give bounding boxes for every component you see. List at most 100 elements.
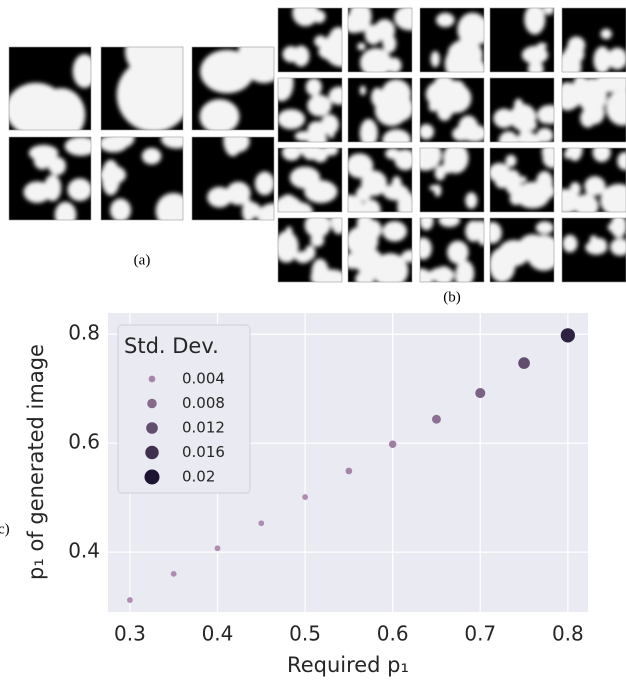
blob — [580, 108, 596, 128]
blob — [357, 269, 375, 282]
blobs — [562, 28, 626, 72]
blob — [428, 267, 455, 282]
blob — [278, 231, 299, 263]
point — [170, 570, 177, 577]
blob — [610, 238, 626, 256]
legend-marker — [146, 422, 158, 434]
blob — [617, 151, 626, 171]
blob — [429, 184, 439, 191]
x-tick-label: 0.8 — [552, 622, 584, 646]
blob — [458, 115, 479, 142]
blob — [72, 54, 91, 88]
panel-label: (b) — [443, 289, 461, 305]
blob — [455, 260, 475, 282]
image-tile — [278, 8, 342, 72]
tile-border — [489, 217, 555, 283]
tile-border — [489, 77, 555, 143]
tile-border — [561, 7, 626, 73]
blob — [585, 186, 596, 196]
blob — [493, 108, 515, 129]
image-tile — [420, 218, 484, 282]
blob — [160, 137, 183, 149]
image-tile — [348, 8, 412, 72]
blob — [564, 44, 585, 64]
blobs — [207, 137, 274, 220]
blobs — [493, 98, 554, 142]
tile-border — [8, 136, 92, 221]
tile-border — [561, 217, 626, 283]
blob — [33, 151, 51, 170]
blob — [505, 154, 517, 168]
blob — [465, 192, 478, 209]
tile-border — [419, 7, 485, 73]
blob — [436, 12, 455, 28]
point — [518, 357, 530, 369]
blob — [382, 221, 407, 242]
blob — [67, 178, 91, 202]
image-tile — [278, 218, 342, 282]
blob — [434, 78, 455, 93]
image-tile — [490, 78, 554, 142]
image-tile — [562, 78, 626, 142]
tile-border — [277, 217, 343, 283]
blob — [328, 128, 335, 139]
blob — [361, 199, 381, 212]
legend-marker — [145, 445, 159, 460]
tile-border — [277, 147, 343, 213]
blob — [401, 249, 412, 263]
blob — [101, 159, 121, 196]
blob — [242, 202, 261, 219]
image-tile — [278, 148, 342, 212]
blobs — [348, 218, 412, 282]
blob — [535, 221, 554, 235]
image-tile — [562, 8, 626, 72]
blobs — [420, 218, 484, 282]
blob — [314, 35, 327, 48]
image-tile — [490, 8, 554, 72]
blob — [529, 135, 541, 142]
blob — [141, 147, 162, 165]
y-axis-label: p₁ of generated image — [24, 344, 48, 580]
blob — [305, 78, 322, 97]
point — [560, 328, 575, 343]
blob — [257, 203, 274, 220]
blob — [391, 176, 402, 192]
legend-title: Std. Dev. — [124, 334, 219, 358]
blob — [600, 28, 612, 40]
tile-border — [347, 217, 413, 283]
blob — [607, 222, 622, 233]
blob — [54, 201, 77, 220]
blob — [441, 162, 455, 174]
image-tile — [9, 137, 91, 220]
x-tick-label: 0.7 — [464, 622, 496, 646]
blob — [307, 94, 332, 117]
blobs — [562, 78, 626, 128]
blob — [348, 12, 365, 34]
blobs — [348, 148, 412, 212]
blob — [324, 148, 339, 156]
blob — [607, 47, 626, 70]
blob — [498, 131, 519, 142]
image-tile — [562, 148, 626, 212]
x-tick-label: 0.6 — [377, 622, 409, 646]
image-tile — [490, 218, 554, 282]
blob — [457, 12, 484, 47]
image-tile — [348, 78, 412, 142]
blob — [536, 127, 554, 142]
blob — [562, 234, 578, 253]
blob — [199, 99, 240, 130]
tile-border — [347, 7, 413, 73]
blob — [420, 237, 432, 260]
blob — [359, 85, 367, 96]
blob — [438, 218, 461, 228]
blobs — [430, 12, 484, 72]
point — [432, 414, 441, 424]
tile-border — [561, 77, 626, 143]
blob — [311, 258, 329, 282]
blob — [292, 8, 319, 27]
blob — [519, 176, 527, 183]
blob — [359, 48, 392, 72]
image-tile — [420, 148, 484, 212]
blob — [577, 78, 608, 114]
tile-border — [347, 77, 413, 143]
